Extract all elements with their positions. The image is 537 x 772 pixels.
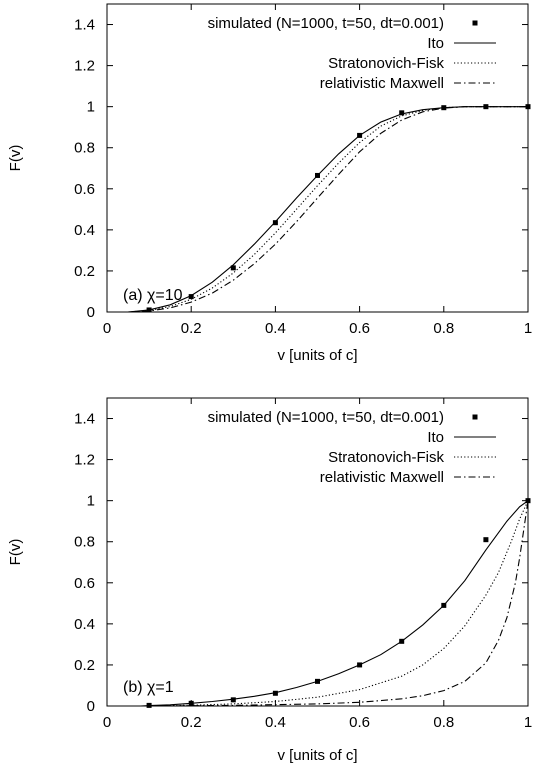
plot-frame xyxy=(106,3,529,313)
legend-label: Ito xyxy=(427,35,444,52)
legend-label: Stratonovich-Fisk xyxy=(328,449,444,466)
y-tick-label: 0 xyxy=(87,304,95,321)
x-tick-label: 0.2 xyxy=(181,714,202,731)
y-tick-label: 0.8 xyxy=(74,140,95,157)
simulated-point xyxy=(188,294,194,300)
series-line-relativistic-maxwell xyxy=(149,500,528,706)
simulated-point xyxy=(315,172,320,178)
y-tick-label: 0.4 xyxy=(74,616,95,633)
x-tick-label: 0.8 xyxy=(433,714,454,731)
legend-label: Ito xyxy=(427,429,444,446)
y-tick-label: 0.2 xyxy=(74,657,95,674)
simulated-point xyxy=(483,104,489,110)
x-tick-label: 0.4 xyxy=(265,320,286,337)
y-tick-label: 1.2 xyxy=(74,452,95,469)
series-line-relativistic-maxwell xyxy=(128,106,528,312)
simulated-point xyxy=(357,662,363,668)
chart-panel-1: 0 0.2 0.4 0.6 0.8 1 0 0.2 0.4 0.6 0.8 1 1.2 1.4 v [uni… xyxy=(7,397,532,764)
panel-annotation: (b) χ=1 xyxy=(123,679,174,696)
simulated-point xyxy=(357,132,363,138)
y-tick-label: 1 xyxy=(87,99,95,116)
simulated-point xyxy=(230,697,236,703)
x-tick-label: 0.6 xyxy=(349,320,370,337)
y-tick-label: 0.6 xyxy=(74,181,95,198)
legend-label: relativistic Maxwell xyxy=(320,75,444,92)
x-tick-label: 1 xyxy=(524,714,532,731)
series-line-stratonovich-fisk xyxy=(128,106,528,312)
y-tick-label: 0.6 xyxy=(74,575,95,592)
y-tick-label: 1.4 xyxy=(74,411,95,428)
series-line-stratonovich-fisk xyxy=(149,500,528,706)
simulated-point xyxy=(272,220,278,226)
x-axis-label: v [units of c] xyxy=(277,747,357,764)
y-tick-label: 0 xyxy=(87,698,95,715)
simulated-point xyxy=(315,678,320,684)
y-tick-label: 0.2 xyxy=(74,263,95,280)
y-tick-label: 1.4 xyxy=(74,17,95,34)
y-tick-label: 1.2 xyxy=(74,58,95,75)
simulated-point xyxy=(230,265,236,271)
simulated-point xyxy=(188,700,194,706)
legend-label: simulated (N=1000, t=50, dt=0.001) xyxy=(208,15,444,32)
chart-panel-0: 0 0.2 0.4 0.6 0.8 1 0 0.2 0.4 0.6 0.8 1 1.2 1.4 v [uni… xyxy=(7,3,532,364)
series-line-ito xyxy=(128,106,528,312)
legend-label: Stratonovich-Fisk xyxy=(328,55,444,72)
simulated-point xyxy=(146,702,152,708)
y-tick-label: 0.8 xyxy=(74,534,95,551)
x-tick-label: 0 xyxy=(103,714,111,731)
legend-label: relativistic Maxwell xyxy=(320,469,444,486)
simulated-point xyxy=(399,638,405,644)
simulated-point xyxy=(525,498,531,504)
simulated-point xyxy=(399,110,405,116)
series-line-ito xyxy=(140,500,528,706)
x-tick-label: 1 xyxy=(524,320,532,337)
x-tick-label: 0 xyxy=(103,320,111,337)
y-axis-label: F(v) xyxy=(7,145,24,172)
legend-label: simulated (N=1000, t=50, dt=0.001) xyxy=(208,409,444,426)
simulated-point xyxy=(441,105,447,111)
legend-marker xyxy=(472,20,478,26)
x-tick-label: 0.6 xyxy=(349,714,370,731)
x-tick-label: 0.4 xyxy=(265,714,286,731)
y-tick-label: 0.4 xyxy=(74,222,95,239)
x-tick-label: 0.2 xyxy=(181,320,202,337)
simulated-point xyxy=(272,690,278,696)
simulated-point xyxy=(146,307,152,313)
legend-marker xyxy=(472,414,478,420)
simulated-point xyxy=(525,104,531,110)
x-tick-label: 0.8 xyxy=(433,320,454,337)
y-tick-label: 1 xyxy=(87,493,95,510)
simulated-point xyxy=(483,537,489,543)
y-axis-label: F(v) xyxy=(7,539,24,566)
plot-frame xyxy=(106,397,529,707)
simulated-point xyxy=(441,602,447,608)
x-axis-label: v [units of c] xyxy=(277,347,357,364)
panel-annotation: (a) χ=10 xyxy=(123,287,183,304)
